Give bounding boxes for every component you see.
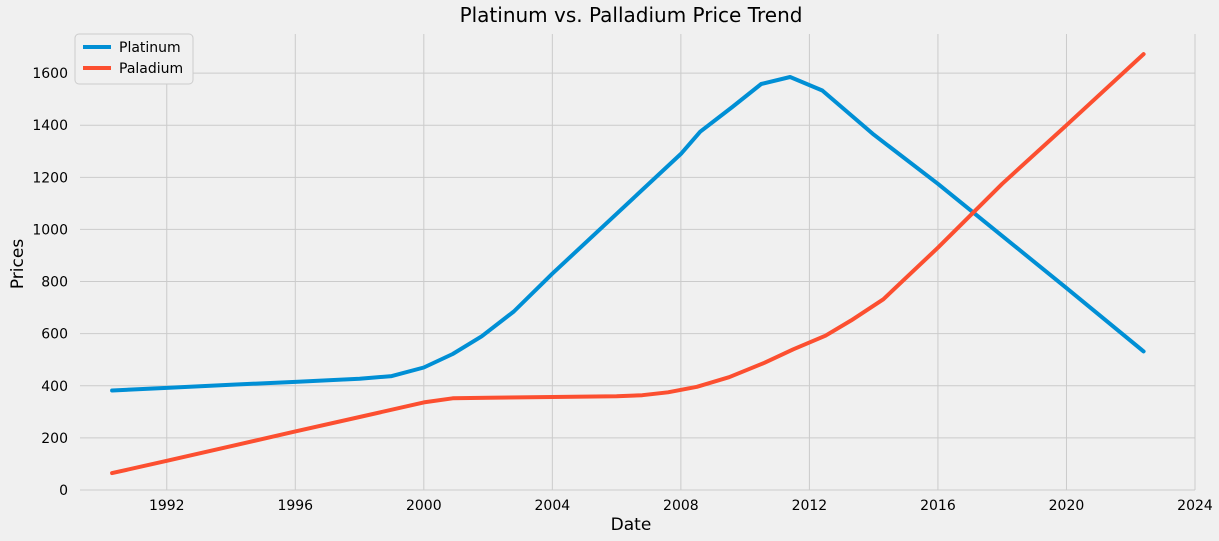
chart-legend: Platinum Paladium	[74, 33, 194, 85]
x-tick-label: 2016	[920, 498, 956, 514]
y-tick-label: 1000	[32, 222, 68, 238]
y-tick-label: 0	[59, 483, 68, 499]
x-tick-label: 1996	[277, 498, 313, 514]
y-tick-label: 1200	[32, 170, 68, 186]
x-tick-label: 2024	[1177, 498, 1213, 514]
chart-grid	[80, 34, 1196, 491]
x-axis-label: Date	[611, 515, 652, 535]
x-tick-label: 1992	[149, 498, 185, 514]
legend-label-platinum: Platinum	[119, 40, 181, 56]
series-line-paladium	[110, 52, 1146, 476]
x-tick-label: 2020	[1049, 498, 1085, 514]
chart-title: Platinum vs. Palladium Price Trend	[460, 3, 803, 27]
legend-label-paladium: Paladium	[119, 61, 183, 77]
y-tick-label: 800	[41, 275, 68, 291]
series-line-platinum	[110, 75, 1146, 393]
y-tick-label: 600	[41, 327, 68, 343]
y-tick-label: 1600	[32, 66, 68, 82]
x-tick-label: 2004	[535, 498, 571, 514]
y-axis-label: Prices	[8, 239, 28, 289]
x-axis-ticks: 1992 1996 2000 2004 2008 2012 2016 2020 2024	[149, 498, 1213, 514]
y-tick-label: 400	[41, 379, 68, 395]
y-tick-label: 200	[41, 431, 68, 447]
x-tick-label: 2012	[792, 498, 828, 514]
x-tick-label: 2008	[663, 498, 699, 514]
y-axis-ticks: 0 200 400 600 800 1000 1200 1400 1600	[32, 66, 68, 499]
y-tick-label: 1400	[32, 118, 68, 134]
series-lines	[110, 52, 1146, 476]
x-tick-label: 2000	[406, 498, 442, 514]
